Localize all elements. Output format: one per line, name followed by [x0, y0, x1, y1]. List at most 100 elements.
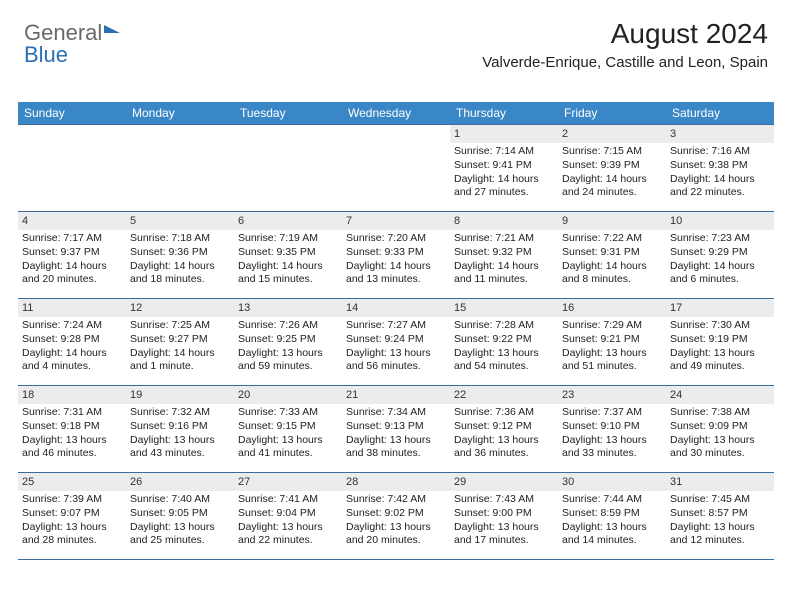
- day-cell: 14Sunrise: 7:27 AMSunset: 9:24 PMDayligh…: [342, 299, 450, 385]
- day-number: 19: [126, 386, 234, 404]
- day-cell: 2Sunrise: 7:15 AMSunset: 9:39 PMDaylight…: [558, 125, 666, 211]
- sunrise-text: Sunrise: 7:24 AM: [22, 319, 122, 333]
- day-header: Thursday: [450, 102, 558, 124]
- daylight-text: Daylight: 13 hours and 43 minutes.: [130, 434, 230, 461]
- day-header: Monday: [126, 102, 234, 124]
- day-cell: 6 Sunrise: 7:19 AMSunset: 9:35 PMDaylight…: [234, 212, 342, 298]
- sunset-text: Sunset: 9:35 PM: [238, 246, 338, 260]
- daylight-text: Daylight: 14 hours and 15 minutes.: [238, 260, 338, 287]
- day-number: 21: [342, 386, 450, 404]
- day-header-row: SundayMondayTuesdayWednesdayThursdayFrid…: [18, 102, 774, 124]
- daylight-text: Daylight: 13 hours and 25 minutes.: [130, 521, 230, 548]
- day-number: 29: [450, 473, 558, 491]
- sunset-text: Sunset: 9:04 PM: [238, 507, 338, 521]
- sunrise-text: Sunrise: 7:22 AM: [562, 232, 662, 246]
- sunrise-text: Sunrise: 7:26 AM: [238, 319, 338, 333]
- day-details: Sunrise: 7:30 AMSunset: 9:19 PMDaylight:…: [666, 319, 774, 374]
- sunrise-text: Sunrise: 7:33 AM: [238, 406, 338, 420]
- day-details: Sunrise: 7:14 AMSunset: 9:41 PMDaylight:…: [450, 145, 558, 200]
- daylight-text: Daylight: 14 hours and 6 minutes.: [670, 260, 770, 287]
- sunrise-text: Sunrise: 7:20 AM: [346, 232, 446, 246]
- sunset-text: Sunset: 9:18 PM: [22, 420, 122, 434]
- sunrise-text: Sunrise: 7:23 AM: [670, 232, 770, 246]
- day-details: Sunrise: 7:34 AMSunset: 9:13 PMDaylight:…: [342, 406, 450, 461]
- sunrise-text: Sunrise: 7:30 AM: [670, 319, 770, 333]
- day-details: Sunrise: 7:42 AMSunset: 9:02 PMDaylight:…: [342, 493, 450, 548]
- day-details: Sunrise: 7:32 AMSunset: 9:16 PMDaylight:…: [126, 406, 234, 461]
- day-header: Saturday: [666, 102, 774, 124]
- sunrise-text: Sunrise: 7:43 AM: [454, 493, 554, 507]
- day-number: 8: [450, 212, 558, 230]
- daylight-text: Daylight: 13 hours and 38 minutes.: [346, 434, 446, 461]
- day-details: Sunrise: 7:40 AMSunset: 9:05 PMDaylight:…: [126, 493, 234, 548]
- daylight-text: Daylight: 13 hours and 14 minutes.: [562, 521, 662, 548]
- daylight-text: Daylight: 13 hours and 17 minutes.: [454, 521, 554, 548]
- sunrise-text: Sunrise: 7:38 AM: [670, 406, 770, 420]
- daylight-text: Daylight: 14 hours and 13 minutes.: [346, 260, 446, 287]
- sunset-text: Sunset: 9:21 PM: [562, 333, 662, 347]
- sunset-text: Sunset: 9:38 PM: [670, 159, 770, 173]
- day-number: 25: [18, 473, 126, 491]
- day-cell: 20Sunrise: 7:33 AMSunset: 9:15 PMDayligh…: [234, 386, 342, 472]
- sunset-text: Sunset: 9:15 PM: [238, 420, 338, 434]
- sunrise-text: Sunrise: 7:44 AM: [562, 493, 662, 507]
- sunset-text: Sunset: 9:36 PM: [130, 246, 230, 260]
- day-cell: 30Sunrise: 7:44 AMSunset: 8:59 PMDayligh…: [558, 473, 666, 559]
- sunset-text: Sunset: 9:16 PM: [130, 420, 230, 434]
- day-details: Sunrise: 7:41 AMSunset: 9:04 PMDaylight:…: [234, 493, 342, 548]
- sunset-text: Sunset: 9:24 PM: [346, 333, 446, 347]
- daylight-text: Daylight: 14 hours and 18 minutes.: [130, 260, 230, 287]
- sunrise-text: Sunrise: 7:21 AM: [454, 232, 554, 246]
- sunrise-text: Sunrise: 7:45 AM: [670, 493, 770, 507]
- sunset-text: Sunset: 9:22 PM: [454, 333, 554, 347]
- sunrise-text: Sunrise: 7:27 AM: [346, 319, 446, 333]
- sunset-text: Sunset: 9:02 PM: [346, 507, 446, 521]
- day-header: Tuesday: [234, 102, 342, 124]
- day-cell: 16Sunrise: 7:29 AMSunset: 9:21 PMDayligh…: [558, 299, 666, 385]
- day-number: 2: [558, 125, 666, 143]
- day-details: Sunrise: 7:45 AMSunset: 8:57 PMDaylight:…: [666, 493, 774, 548]
- location-text: Valverde-Enrique, Castille and Leon, Spa…: [482, 54, 768, 71]
- day-details: Sunrise: 7:37 AMSunset: 9:10 PMDaylight:…: [558, 406, 666, 461]
- day-details: Sunrise: 7:22 AMSunset: 9:31 PMDaylight:…: [558, 232, 666, 287]
- header: August 2024 Valverde-Enrique, Castille a…: [482, 18, 768, 71]
- daylight-text: Daylight: 13 hours and 33 minutes.: [562, 434, 662, 461]
- day-details: Sunrise: 7:24 AMSunset: 9:28 PMDaylight:…: [18, 319, 126, 374]
- sunrise-text: Sunrise: 7:28 AM: [454, 319, 554, 333]
- day-number: 26: [126, 473, 234, 491]
- daylight-text: Daylight: 13 hours and 12 minutes.: [670, 521, 770, 548]
- day-cell: 4Sunrise: 7:17 AMSunset: 9:37 PMDaylight…: [18, 212, 126, 298]
- day-number: 28: [342, 473, 450, 491]
- daylight-text: Daylight: 13 hours and 22 minutes.: [238, 521, 338, 548]
- day-number: 23: [558, 386, 666, 404]
- day-cell: 9Sunrise: 7:22 AMSunset: 9:31 PMDaylight…: [558, 212, 666, 298]
- daylight-text: Daylight: 14 hours and 27 minutes.: [454, 173, 554, 200]
- sunset-text: Sunset: 9:27 PM: [130, 333, 230, 347]
- empty-day: [342, 125, 450, 143]
- sunrise-text: Sunrise: 7:32 AM: [130, 406, 230, 420]
- day-number: 18: [18, 386, 126, 404]
- day-header: Wednesday: [342, 102, 450, 124]
- day-cell: 11Sunrise: 7:24 AMSunset: 9:28 PMDayligh…: [18, 299, 126, 385]
- empty-day: [126, 125, 234, 143]
- day-details: Sunrise: 7:19 AMSunset: 9:35 PMDaylight:…: [234, 232, 342, 287]
- logo-line2: Blue: [24, 42, 68, 68]
- sunset-text: Sunset: 9:32 PM: [454, 246, 554, 260]
- day-cell: 17Sunrise: 7:30 AMSunset: 9:19 PMDayligh…: [666, 299, 774, 385]
- sunset-text: Sunset: 9:09 PM: [670, 420, 770, 434]
- sunrise-text: Sunrise: 7:37 AM: [562, 406, 662, 420]
- day-number: 10: [666, 212, 774, 230]
- day-number: 6: [234, 212, 342, 230]
- day-cell: 3Sunrise: 7:16 AMSunset: 9:38 PMDaylight…: [666, 125, 774, 211]
- sunset-text: Sunset: 9:39 PM: [562, 159, 662, 173]
- day-cell: [342, 125, 450, 211]
- day-cell: 22Sunrise: 7:36 AMSunset: 9:12 PMDayligh…: [450, 386, 558, 472]
- day-number: 7: [342, 212, 450, 230]
- day-cell: 27Sunrise: 7:41 AMSunset: 9:04 PMDayligh…: [234, 473, 342, 559]
- month-title: August 2024: [482, 18, 768, 50]
- day-details: Sunrise: 7:39 AMSunset: 9:07 PMDaylight:…: [18, 493, 126, 548]
- day-details: Sunrise: 7:18 AMSunset: 9:36 PMDaylight:…: [126, 232, 234, 287]
- sunrise-text: Sunrise: 7:14 AM: [454, 145, 554, 159]
- week-row: 25 Sunrise: 7:39 AMSunset: 9:07 PMDayligh…: [18, 472, 774, 560]
- day-number: 14: [342, 299, 450, 317]
